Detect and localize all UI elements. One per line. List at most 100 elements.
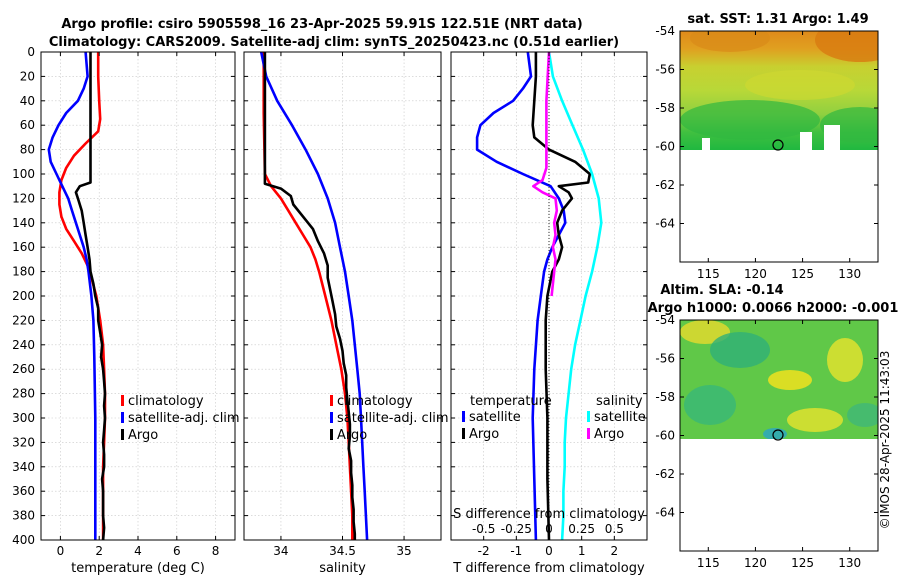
series-line-salinity-satellite bbox=[547, 52, 603, 540]
y-tick-label: 360 bbox=[12, 484, 35, 498]
legend-label: Argo bbox=[469, 427, 499, 442]
y-tick-label: -64 bbox=[655, 506, 675, 520]
legend-label: satellite bbox=[469, 410, 521, 425]
legend-swatch bbox=[462, 411, 465, 422]
sla-low-patch bbox=[847, 403, 878, 427]
series-line-temperature-argo bbox=[531, 52, 592, 540]
y-tick-label: 100 bbox=[12, 167, 35, 181]
y-tick-label: 80 bbox=[20, 143, 35, 157]
y-tick-label: -54 bbox=[655, 24, 675, 38]
series-line-argo bbox=[263, 52, 357, 540]
x-tick-label: -2 bbox=[478, 544, 490, 558]
x-tick-label: 6 bbox=[173, 544, 181, 558]
sst-map-axes: 115 120 125 130 -54 -56 -58 -60 -62 -64 bbox=[655, 24, 878, 281]
y-tick-label: 340 bbox=[12, 460, 35, 474]
legend-swatch bbox=[330, 412, 333, 423]
sla-low-patch bbox=[710, 332, 770, 368]
top-tick-label: 0.5 bbox=[605, 522, 624, 536]
x-axis-label: salinity bbox=[319, 561, 366, 576]
legend-label: satellite-adj. clim bbox=[128, 411, 240, 426]
legend-label: climatology bbox=[128, 394, 204, 409]
y-tick-label: 400 bbox=[12, 533, 35, 547]
sla-map-panel: Altim. SLA: -0.14 Argo h1000: 0.0066 h20… bbox=[648, 283, 899, 570]
y-tick-label: 220 bbox=[12, 313, 35, 327]
legend-swatch bbox=[121, 429, 124, 440]
salinity-panel: 34 34.5 35 salinity climatology satellite-adj… bbox=[243, 51, 449, 576]
sla-high-patch bbox=[827, 338, 863, 382]
legend-swatch bbox=[330, 429, 333, 440]
y-tick-label: 260 bbox=[12, 362, 35, 376]
legend-label: satellite-adj. clim bbox=[337, 411, 449, 426]
sst-warm-patch bbox=[690, 31, 770, 52]
series-line-satellite-adj-clim bbox=[47, 52, 97, 540]
top-tick-label: -0.25 bbox=[501, 522, 532, 536]
x-axis-label: T difference from climatology bbox=[452, 561, 645, 576]
legend-title-salinity: salinity bbox=[596, 394, 643, 409]
y-tick-label: -58 bbox=[655, 101, 675, 115]
y-tick-label: 180 bbox=[12, 265, 35, 279]
legend-swatch bbox=[587, 411, 590, 422]
series-group bbox=[259, 52, 369, 540]
x-axis-label: temperature (deg C) bbox=[71, 561, 205, 576]
sla-argo-marker bbox=[772, 429, 784, 441]
legend-swatch bbox=[121, 412, 124, 423]
legend-swatch bbox=[330, 395, 333, 406]
y-tick-label: 120 bbox=[12, 191, 35, 205]
sst-map-panel: sat. SST: 1.31 Argo: 1.49 115 120 125 130 -5… bbox=[655, 12, 879, 281]
x-tick-label: -1 bbox=[510, 544, 522, 558]
y-tick-label: -60 bbox=[655, 140, 675, 154]
top-tick-label: 0.25 bbox=[568, 522, 595, 536]
sla-heatmap bbox=[680, 320, 878, 439]
sst-nodata-gap bbox=[800, 132, 812, 150]
x-tick-label: 4 bbox=[134, 544, 142, 558]
x-tick-label: 125 bbox=[791, 267, 814, 281]
y-tick-label: -62 bbox=[655, 467, 675, 481]
sst-nodata-gap bbox=[824, 125, 840, 150]
x-tick-label: 125 bbox=[791, 556, 814, 570]
y-tick-label: -56 bbox=[655, 352, 675, 366]
credit-text: ©IMOS 28-Apr-2025 11:43:03 bbox=[878, 351, 892, 530]
sst-heatmap bbox=[680, 31, 878, 150]
sst-map-title: sat. SST: 1.31 Argo: 1.49 bbox=[687, 12, 868, 27]
temperature-panel: 0 2 4 6 802040608010012014016018020022024026… bbox=[12, 45, 240, 576]
legend-label: Argo bbox=[337, 428, 367, 443]
figure-title-line2: Climatology: CARS2009. Satellite-adj cli… bbox=[49, 35, 619, 50]
y-tick-label: -62 bbox=[655, 178, 675, 192]
y-tick-label: -54 bbox=[655, 313, 675, 327]
top-tick-label: 0 bbox=[545, 522, 553, 536]
x-tick-label: 0 bbox=[57, 544, 65, 558]
legend-label: Argo bbox=[594, 427, 624, 442]
x-tick-label: 35 bbox=[396, 544, 411, 558]
sla-map-title-line2: Argo h1000: 0.0066 h2000: -0.001 bbox=[648, 301, 899, 316]
y-tick-label: 200 bbox=[12, 289, 35, 303]
x-tick-label: 120 bbox=[744, 267, 767, 281]
x-tick-label: 120 bbox=[744, 556, 767, 570]
sst-argo-marker bbox=[772, 139, 784, 151]
x-tick-label: 130 bbox=[838, 556, 861, 570]
sst-mid-patch bbox=[745, 70, 855, 100]
x-tick-label: 0 bbox=[545, 544, 553, 558]
y-tick-label: -58 bbox=[655, 390, 675, 404]
sla-map-axes: 115 120 125 130 -54 -56 -58 -60 -62 -64 bbox=[655, 313, 878, 570]
series-line-satellite-adj-clim bbox=[259, 52, 369, 540]
legend-swatch bbox=[121, 395, 124, 406]
figure-title-line1: Argo profile: csiro 5905598_16 23-Apr-20… bbox=[61, 17, 582, 32]
legend-label: satellite bbox=[594, 410, 646, 425]
sla-map-title-line1: Altim. SLA: -0.14 bbox=[660, 283, 783, 298]
x-tick-label: 2 bbox=[611, 544, 619, 558]
sla-high-patch bbox=[680, 320, 730, 344]
sst-warm-patch bbox=[815, 31, 878, 62]
sst-nodata-gap bbox=[702, 138, 710, 150]
y-tick-label: -60 bbox=[655, 429, 675, 443]
y-tick-label: 0 bbox=[27, 45, 35, 59]
y-tick-label: 320 bbox=[12, 435, 35, 449]
series-group bbox=[475, 52, 603, 540]
x-tick-label: 1 bbox=[578, 544, 586, 558]
series-line-salinity-argo bbox=[531, 52, 559, 297]
sla-high-patch bbox=[787, 408, 843, 432]
x-tick-label: 115 bbox=[697, 267, 720, 281]
y-tick-label: 300 bbox=[12, 411, 35, 425]
sla-high-patch bbox=[768, 370, 812, 390]
difference-panel: -2 -1 0 1 2 T difference from climatology S di… bbox=[450, 51, 648, 576]
